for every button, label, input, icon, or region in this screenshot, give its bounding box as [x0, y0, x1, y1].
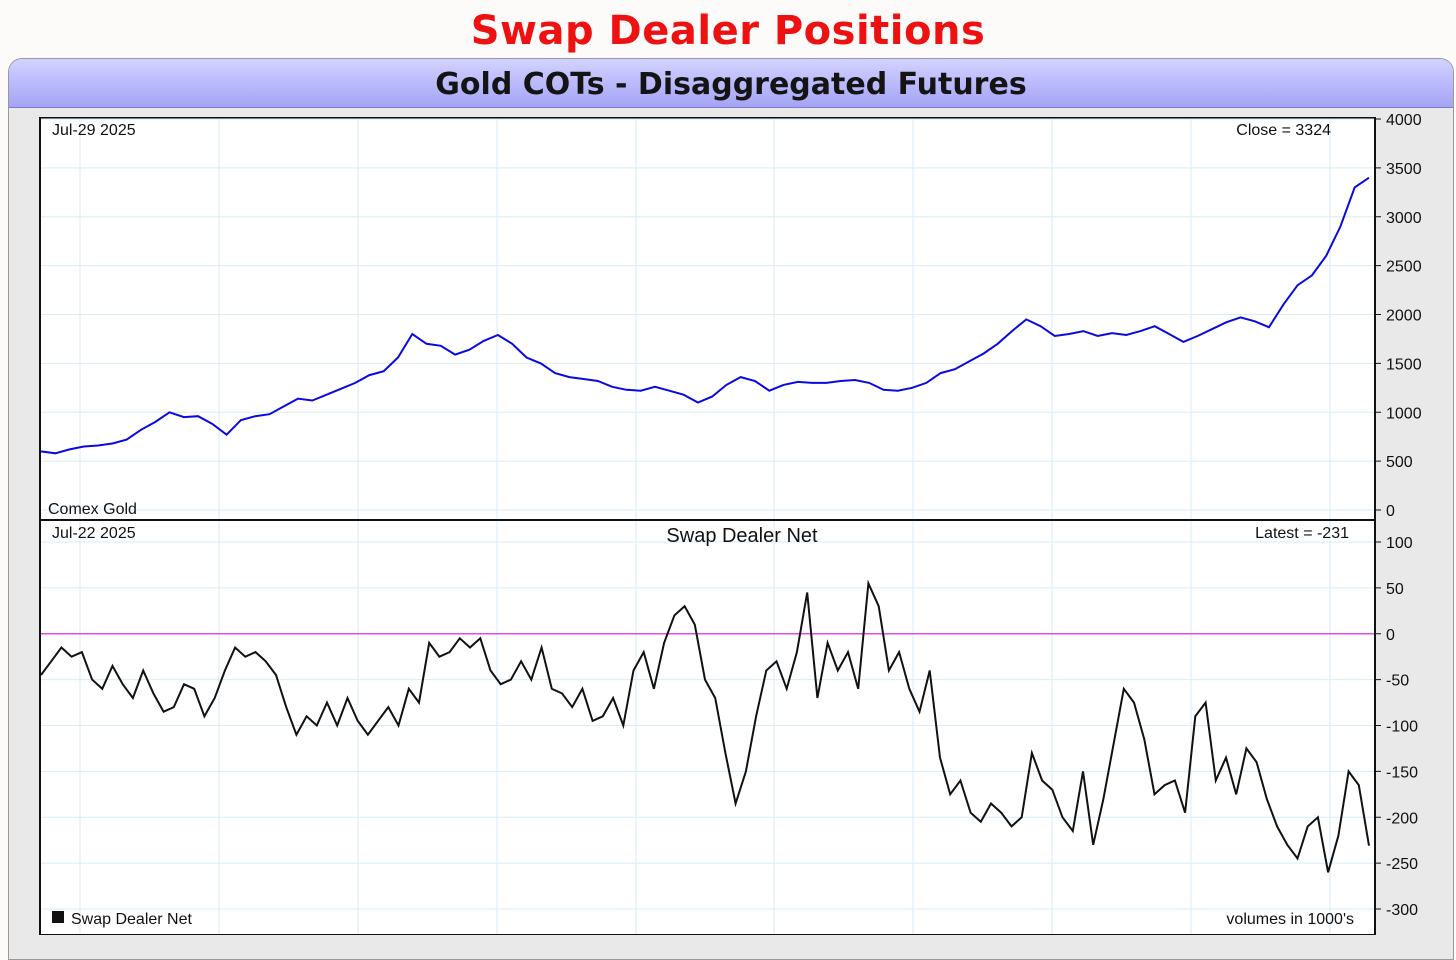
swap-tick-label-5: -150: [1386, 764, 1418, 781]
price-tick-label-3: 2500: [1386, 259, 1422, 276]
price-panel: 4000 3500 3000 2500 2000 1500 1000 500 0 Jul-29 …: [39, 112, 1422, 521]
price-tick-label-2: 3000: [1386, 210, 1422, 227]
swap-tick-label-2: 0: [1386, 627, 1395, 644]
swap-tick-label-1: 50: [1386, 581, 1404, 598]
frame-title: Gold COTs - Disaggregated Futures: [435, 67, 1027, 102]
swap-tick-label-3: -50: [1386, 673, 1409, 690]
swap-panel: 100 50 0 -50 -100 -150 -200 -250 -300 Jul-22 202…: [39, 519, 1418, 935]
swap-tick-label-0: 100: [1386, 535, 1413, 552]
price-tick-label-1: 3500: [1386, 161, 1422, 178]
price-tick-label-7: 500: [1386, 454, 1413, 471]
swap-tick-label-6: -200: [1386, 810, 1418, 827]
price-tick-label-0: 4000: [1386, 112, 1422, 129]
price-tick-label-8: 0: [1386, 503, 1395, 520]
volumes-note: volumes in 1000's: [1226, 911, 1354, 928]
swap-y-axis: 100 50 0 -50 -100 -150 -200 -250 -300: [1375, 535, 1418, 919]
price-series-label: Comex Gold: [48, 501, 137, 518]
price-close-label: Close = 3324: [1236, 122, 1331, 139]
price-grid: [41, 118, 1374, 519]
swap-legend-marker: [52, 911, 64, 923]
swap-date-label: Jul-22 2025: [52, 525, 136, 542]
price-date-label: Jul-29 2025: [52, 122, 136, 139]
price-tick-label-5: 1500: [1386, 356, 1422, 373]
swap-tick-label-4: -100: [1386, 719, 1418, 736]
swap-panel-title: Swap Dealer Net: [666, 525, 818, 547]
swap-tick-label-8: -300: [1386, 902, 1418, 919]
swap-latest-label: Latest = -231: [1255, 525, 1349, 542]
price-plot-area: [39, 117, 1376, 521]
price-tick-label-4: 2000: [1386, 308, 1422, 325]
comex-gold-price-line: [40, 176, 1370, 455]
swap-legend-label: Swap Dealer Net: [71, 911, 193, 928]
frame-header: Gold COTs - Disaggregated Futures: [9, 59, 1453, 108]
page-title: Swap Dealer Positions: [470, 8, 986, 54]
swap-plot-area: [39, 519, 1376, 935]
swap-tick-label-7: -250: [1386, 856, 1418, 873]
swap-dealer-net-line: [40, 579, 1370, 873]
price-tick-label-6: 1000: [1386, 405, 1422, 422]
price-y-axis: 4000 3500 3000 2500 2000 1500 1000 500 0: [1375, 112, 1422, 520]
swap-grid: [41, 521, 1374, 934]
